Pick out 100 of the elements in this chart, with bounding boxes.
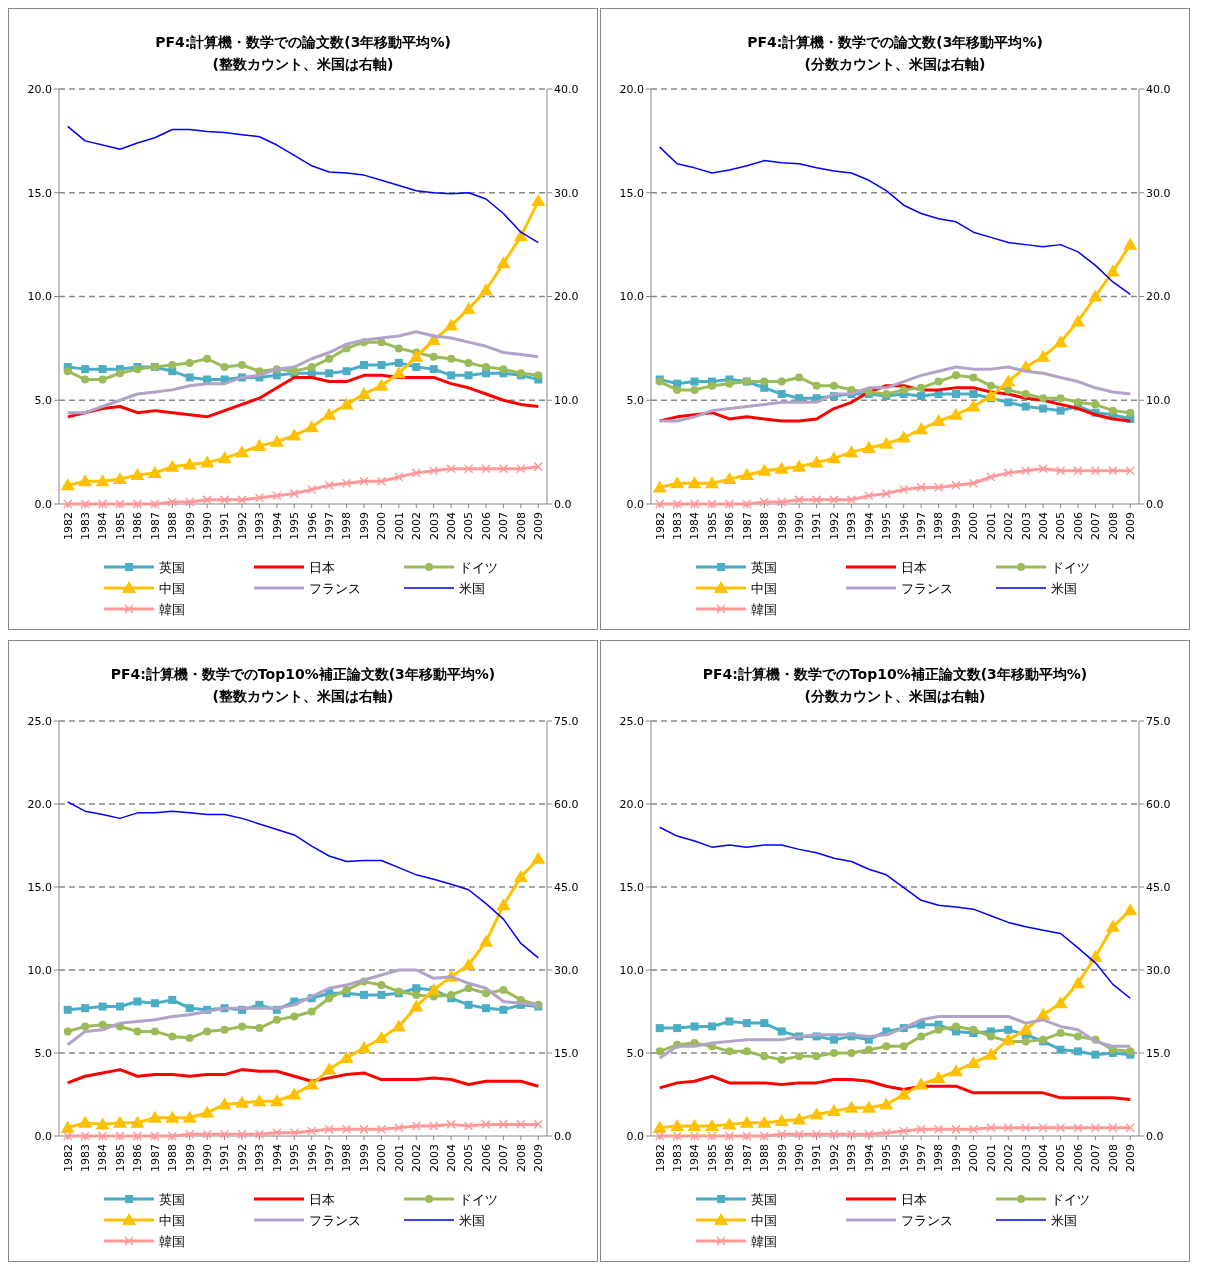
- point: [133, 997, 142, 1006]
- point: [776, 497, 787, 507]
- x-tick-label: 1984: [96, 512, 110, 540]
- point: [1018, 1022, 1033, 1035]
- point: [917, 1020, 926, 1029]
- point: [202, 1129, 212, 1140]
- point: [1105, 919, 1120, 932]
- point: [325, 994, 334, 1003]
- y-tick-label: 10.0: [27, 290, 52, 304]
- point: [133, 1027, 142, 1036]
- point: [983, 1047, 998, 1060]
- point: [463, 463, 474, 474]
- point: [168, 995, 177, 1004]
- point: [882, 1042, 891, 1051]
- point: [376, 1124, 387, 1135]
- x-tick-label: 2004: [1036, 512, 1050, 540]
- point: [1004, 398, 1013, 407]
- y-tick-label: 10.0: [619, 290, 644, 304]
- y-tick-label: 25.0: [619, 714, 644, 728]
- x-tick-label: 1985: [705, 512, 719, 540]
- x-tick-label: 1999: [949, 512, 963, 540]
- point: [792, 1112, 807, 1125]
- x-tick-label: 2007: [1089, 1144, 1103, 1172]
- point: [498, 463, 509, 474]
- point: [78, 1115, 93, 1128]
- x-tick-label: 1990: [200, 512, 214, 540]
- point: [864, 1045, 873, 1054]
- y2-tick-label: 45.0: [1146, 880, 1171, 894]
- point: [739, 1115, 754, 1128]
- point: [237, 495, 247, 505]
- x-tick-label: 2006: [1071, 1144, 1085, 1172]
- point: [898, 484, 909, 495]
- x-tick-label: 1996: [897, 512, 911, 540]
- legend-label: ドイツ: [1051, 1191, 1090, 1207]
- point: [986, 1032, 995, 1041]
- point: [115, 499, 125, 509]
- point: [986, 381, 995, 390]
- x-tick-label: 1995: [880, 1144, 894, 1172]
- point: [428, 466, 439, 476]
- x-tick-label: 2001: [392, 1144, 406, 1172]
- point: [1036, 349, 1051, 362]
- y-tick-label: 15.0: [27, 880, 52, 894]
- point: [200, 455, 215, 468]
- point: [1123, 903, 1138, 916]
- point: [115, 1131, 125, 1141]
- x-tick-label: 1987: [148, 512, 162, 540]
- x-tick-label: 1988: [166, 1144, 180, 1172]
- y2-tick-label: 75.0: [1146, 714, 1171, 728]
- x-tick-label: 1982: [653, 1144, 667, 1172]
- point: [165, 459, 180, 472]
- x-tick-label: 1986: [131, 1144, 145, 1172]
- x-tick-label: 2008: [1106, 512, 1120, 540]
- point: [794, 1129, 804, 1140]
- point: [516, 463, 526, 474]
- point: [339, 397, 354, 410]
- point: [708, 381, 716, 390]
- point: [446, 463, 456, 474]
- point: [374, 1031, 389, 1044]
- point: [931, 414, 946, 426]
- point: [217, 451, 232, 464]
- x-tick-label: 1988: [758, 1144, 772, 1172]
- x-tick-label: 1992: [827, 512, 841, 540]
- point: [60, 1120, 75, 1133]
- x-tick-label: 2007: [497, 1144, 511, 1172]
- point: [844, 445, 859, 458]
- point: [95, 1117, 110, 1130]
- point: [97, 499, 108, 509]
- point: [896, 430, 911, 443]
- x-tick-label: 2007: [497, 512, 511, 540]
- x-tick-label: 1996: [305, 1144, 319, 1172]
- point: [377, 980, 386, 989]
- point: [429, 365, 438, 374]
- point: [168, 360, 177, 369]
- point: [272, 490, 282, 501]
- point: [533, 461, 544, 472]
- point: [272, 1015, 281, 1024]
- point: [722, 472, 737, 485]
- x-tick-label: 2000: [375, 512, 389, 540]
- point: [287, 428, 302, 441]
- point: [289, 1127, 300, 1138]
- point: [1055, 466, 1066, 476]
- legend-label: 英国: [751, 1191, 777, 1207]
- x-tick-label: 2008: [1106, 1144, 1120, 1172]
- x-tick-label: 2001: [984, 512, 998, 540]
- point: [479, 283, 493, 296]
- point: [983, 389, 998, 402]
- point: [482, 1004, 490, 1013]
- y-tick-label: 5.0: [626, 394, 644, 408]
- point: [969, 390, 978, 399]
- point: [60, 478, 75, 491]
- y-tick-label: 5.0: [34, 394, 52, 408]
- point: [360, 990, 368, 999]
- point: [269, 434, 284, 447]
- point: [63, 367, 72, 376]
- legend-label: 中国: [751, 580, 777, 596]
- point: [482, 363, 490, 372]
- x-tick-label: 2004: [444, 1144, 458, 1172]
- point: [62, 1131, 73, 1141]
- point: [914, 1077, 929, 1090]
- legend-label: 韓国: [751, 1233, 777, 1249]
